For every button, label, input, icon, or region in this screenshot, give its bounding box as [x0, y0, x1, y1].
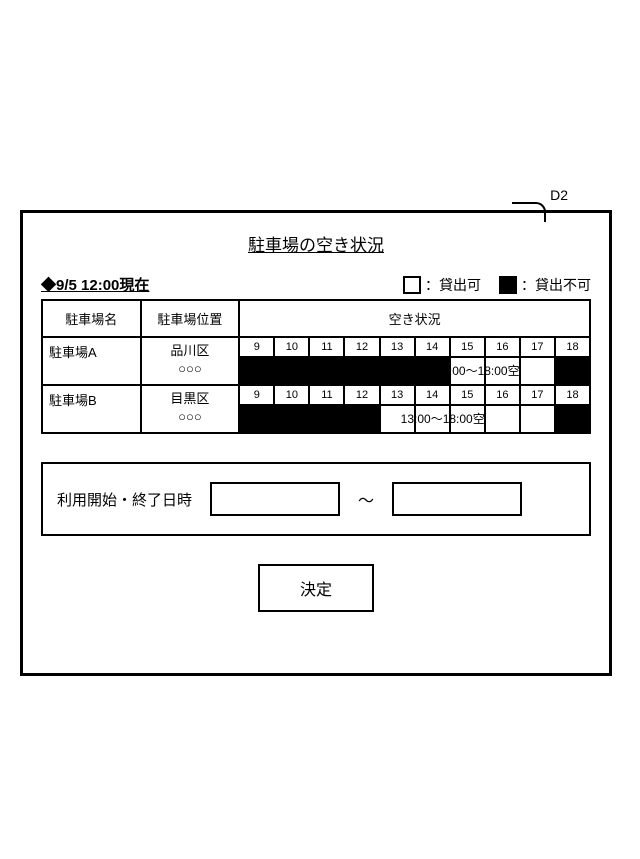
hour-label: 9	[240, 338, 273, 358]
hour-label: 15	[449, 386, 484, 406]
hour-label: 13	[379, 338, 414, 358]
hour-label: 13	[379, 386, 414, 406]
slot-busy	[308, 406, 343, 432]
slots-row: 13:00～18:00空	[240, 406, 589, 432]
slot-busy	[343, 406, 378, 432]
hour-label: 10	[273, 386, 308, 406]
slot-free	[519, 406, 554, 432]
hour-label: 17	[519, 386, 554, 406]
legend-available: ：貸出可	[403, 275, 481, 295]
slot-busy	[308, 358, 343, 384]
top-line: ◆9/5 12:00現在 ：貸出可 ：貸出不可	[41, 274, 591, 295]
hour-label: 12	[343, 338, 378, 358]
slot-busy	[554, 406, 589, 432]
hour-label: 16	[484, 386, 519, 406]
legend-available-swatch	[403, 276, 421, 294]
table-row: 駐車場A品川区○○○9101112131415161718 15:00～18:00…	[42, 337, 590, 385]
timestamp: ◆9/5 12:00現在	[41, 274, 149, 295]
end-datetime-input[interactable]	[392, 482, 522, 516]
slot-busy	[240, 358, 273, 384]
hour-label: 14	[414, 338, 449, 358]
free-range-label: 15:00～18:00空	[436, 362, 520, 379]
hour-label: 12	[343, 386, 378, 406]
slot-busy	[379, 358, 414, 384]
slot-busy	[240, 406, 273, 432]
timestamp-text: 9/5 12:00現在	[56, 277, 149, 294]
hour-label: 9	[240, 386, 273, 406]
legend-unavailable-swatch	[499, 276, 517, 294]
legend-available-label: ：貸出可	[425, 275, 481, 295]
cell-location: 目黒区○○○	[141, 385, 240, 433]
legend-unavailable-label: ：貸出不可	[521, 275, 591, 295]
start-datetime-input[interactable]	[210, 482, 340, 516]
hour-label: 17	[519, 338, 554, 358]
slot-busy	[343, 358, 378, 384]
legend-unavailable: ：貸出不可	[499, 275, 591, 295]
hour-label: 11	[308, 338, 343, 358]
free-range-label: 13:00～18:00空	[401, 410, 485, 427]
header-availability: 空き状況	[239, 300, 590, 337]
slot-busy	[273, 358, 308, 384]
slot-free	[519, 358, 554, 384]
availability-panel: 駐車場の空き状況 ◆9/5 12:00現在 ：貸出可 ：貸出不可 駐車場名 駐車…	[20, 210, 612, 676]
datetime-label: 利用開始・終了日時	[57, 489, 192, 510]
hour-label: 18	[554, 338, 589, 358]
timestamp-prefix: ◆	[41, 277, 56, 294]
slot-busy	[554, 358, 589, 384]
callout-label: D2	[550, 187, 568, 203]
cell-location: 品川区○○○	[141, 337, 240, 385]
table-row: 駐車場B目黒区○○○9101112131415161718 13:00～18:00…	[42, 385, 590, 433]
hour-label: 10	[273, 338, 308, 358]
hour-label: 11	[308, 386, 343, 406]
cell-name: 駐車場A	[42, 337, 141, 385]
header-name: 駐車場名	[42, 300, 141, 337]
hour-label: 14	[414, 386, 449, 406]
cell-availability: 9101112131415161718 15:00～18:00空	[239, 337, 590, 385]
hour-label: 15	[449, 338, 484, 358]
hour-label: 18	[554, 386, 589, 406]
hour-label: 16	[484, 338, 519, 358]
availability-table: 駐車場名 駐車場位置 空き状況 駐車場A品川区○○○91011121314151…	[41, 299, 591, 434]
datetime-separator: ～	[358, 487, 374, 511]
panel-title: 駐車場の空き状況	[41, 231, 591, 256]
slots-row: 15:00～18:00空	[240, 358, 589, 384]
cell-name: 駐車場B	[42, 385, 141, 433]
table-header-row: 駐車場名 駐車場位置 空き状況	[42, 300, 590, 337]
hours-header: 9101112131415161718	[240, 386, 589, 406]
header-location: 駐車場位置	[141, 300, 240, 337]
submit-wrap: 決定	[41, 564, 591, 612]
legend: ：貸出可 ：貸出不可	[403, 275, 591, 295]
slot-busy	[273, 406, 308, 432]
datetime-box: 利用開始・終了日時 ～	[41, 462, 591, 536]
hours-header: 9101112131415161718	[240, 338, 589, 358]
submit-button[interactable]: 決定	[258, 564, 374, 612]
slot-free	[484, 406, 519, 432]
cell-availability: 9101112131415161718 13:00～18:00空	[239, 385, 590, 433]
